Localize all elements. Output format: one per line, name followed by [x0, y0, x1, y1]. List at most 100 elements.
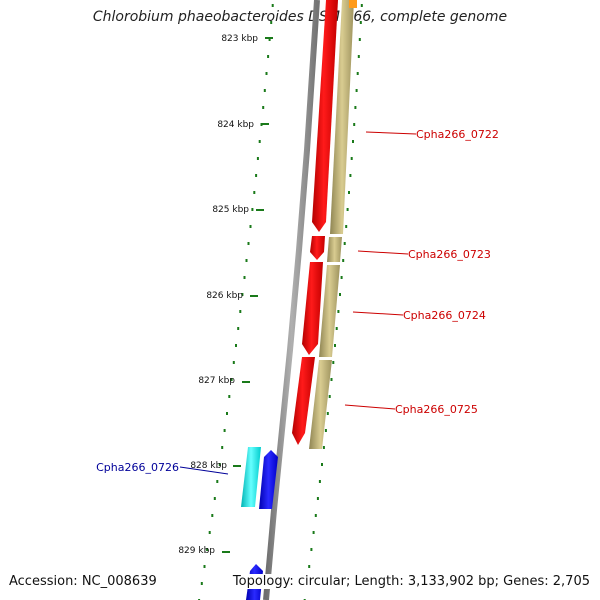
scale-tick-828: 828 kbp: [190, 461, 241, 471]
outer-tick-dot-23: [328, 395, 331, 398]
outer-tick-dot-8: [352, 140, 354, 143]
rna-feature: [241, 447, 261, 507]
scale-label-828: 828 kbp: [190, 461, 227, 471]
outer-tick-dot-2: [358, 38, 361, 41]
inner-tick-dot-27: [218, 463, 221, 466]
gene-arrow-cpha266-0725: [292, 357, 315, 445]
inner-tick-dot-30: [211, 514, 214, 517]
kbp-scale: 823 kbp 824 kbp 825 kbp 826 kbp 827 kbp …: [178, 34, 273, 556]
scale-label-829: 829 kbp: [178, 546, 215, 556]
inner-tick-dot-3: [267, 55, 270, 58]
inner-tick-dot-14: [247, 242, 250, 245]
inner-tick-dot-8: [258, 140, 261, 143]
gene-labels: Cpha266_0722 Cpha266_0723 Cpha266_0724 C…: [96, 128, 499, 475]
accession-text: Accession: NC_008639: [7, 574, 159, 589]
outer-tick-dot-5: [355, 89, 358, 92]
inner-tick-dot-11: [253, 191, 256, 194]
outer-tick-dot-31: [312, 531, 315, 534]
inner-tick-dot-28: [216, 480, 219, 483]
outer-tick-ring: [303, 4, 363, 600]
inner-tick-dot-13: [249, 225, 252, 228]
inner-tick-dot-22: [230, 378, 233, 381]
inner-tick-dot-5: [263, 89, 266, 92]
outer-tick-dot-7: [353, 123, 356, 126]
scale-tick-824: 824 kbp: [217, 120, 269, 130]
outer-tick-dot-17: [339, 293, 341, 296]
outer-tick-dot-11: [348, 191, 350, 194]
inner-tick-dot-34: [200, 582, 203, 585]
outer-tick-dot-21: [332, 361, 335, 364]
scale-label-827: 827 kbp: [198, 376, 235, 386]
cog-ring: [309, 0, 357, 449]
outer-tick-dot-25: [324, 429, 327, 432]
outer-tick-dot-10: [349, 174, 352, 177]
inner-tick-dot-16: [243, 276, 246, 279]
gene-arrow-cpha266-0724: [302, 262, 323, 355]
inner-tick-dot-10: [255, 174, 258, 177]
inner-tick-dot-31: [208, 531, 211, 534]
callout-cpha266-0726: Cpha266_0726: [96, 461, 229, 475]
scale-label-823: 823 kbp: [221, 34, 258, 44]
outer-tick-dot-28: [318, 480, 321, 483]
outer-tick-dot-18: [337, 310, 340, 313]
inner-tick-dot-26: [221, 446, 224, 449]
outer-tick-dot-20: [334, 344, 336, 347]
inner-tick-dot-1: [270, 21, 273, 24]
outer-tick-dot-29: [316, 497, 319, 500]
inner-tick-dot-24: [226, 412, 228, 415]
outer-tick-dot-24: [326, 412, 329, 415]
gene-label-cpha266-0723: Cpha266_0723: [408, 248, 491, 261]
outer-tick-dot-19: [335, 327, 338, 330]
scale-tick-826: 826 kbp: [206, 291, 258, 301]
scale-tick-825: 825 kbp: [212, 205, 264, 215]
inner-tick-dot-19: [237, 327, 240, 330]
outer-tick-dot-13: [345, 225, 348, 228]
inner-tick-ring: [198, 4, 274, 600]
scale-label-825: 825 kbp: [212, 205, 249, 215]
inner-tick-dot-0: [271, 4, 274, 7]
inner-tick-dot-20: [235, 344, 237, 347]
inner-tick-dot-4: [265, 72, 268, 75]
gene-arrow-cpha266-0723: [310, 236, 325, 260]
outer-tick-dot-14: [343, 242, 346, 245]
outer-tick-dot-27: [321, 463, 323, 466]
inner-tick-dot-29: [213, 497, 216, 500]
outer-tick-dot-15: [342, 259, 345, 262]
outer-tick-dot-6: [354, 106, 357, 109]
inner-tick-dot-6: [262, 106, 265, 109]
callout-cpha266-0722: Cpha266_0722: [365, 128, 499, 141]
outer-tick-dot-22: [330, 378, 333, 381]
orange-feature-top: [349, 0, 357, 8]
inner-tick-dot-18: [239, 310, 242, 313]
inner-tick-dot-33: [203, 565, 206, 568]
gene-label-cpha266-0722: Cpha266_0722: [416, 128, 499, 141]
inner-tick-dot-15: [245, 259, 248, 262]
gene-label-cpha266-0726: Cpha266_0726: [96, 461, 179, 474]
inner-tick-dot-2: [268, 38, 271, 41]
outer-tick-dot-9: [350, 157, 353, 160]
outer-tick-dot-0: [360, 4, 363, 7]
scale-label-824: 824 kbp: [217, 120, 254, 130]
cog-segment-4: [309, 360, 332, 449]
inner-tick-dot-12: [251, 208, 254, 211]
cog-segment-3: [319, 265, 340, 357]
inner-tick-dot-21: [232, 361, 235, 364]
gene-arrow-cpha266-0726: [259, 450, 278, 509]
gene-label-cpha266-0724: Cpha266_0724: [403, 309, 486, 322]
outer-tick-dot-16: [340, 276, 343, 279]
cog-segment-1: [330, 0, 354, 234]
outer-tick-dot-12: [346, 208, 349, 211]
outer-tick-dot-4: [356, 72, 359, 75]
gene-arrow-cpha266-0722: [312, 0, 338, 232]
gene-label-cpha266-0725: Cpha266_0725: [395, 403, 478, 416]
callout-cpha266-0724: Cpha266_0724: [352, 309, 486, 322]
topology-text: Topology: circular; Length: 3,133,902 bp…: [230, 574, 592, 589]
callout-cpha266-0725: Cpha266_0725: [344, 403, 478, 416]
callout-cpha266-0723: Cpha266_0723: [357, 248, 491, 261]
outer-tick-dot-26: [322, 446, 325, 449]
inner-tick-dot-9: [256, 157, 259, 160]
genome-backbone: [263, 0, 320, 600]
outer-tick-dot-32: [310, 548, 313, 551]
scale-tick-829: 829 kbp: [178, 546, 230, 556]
